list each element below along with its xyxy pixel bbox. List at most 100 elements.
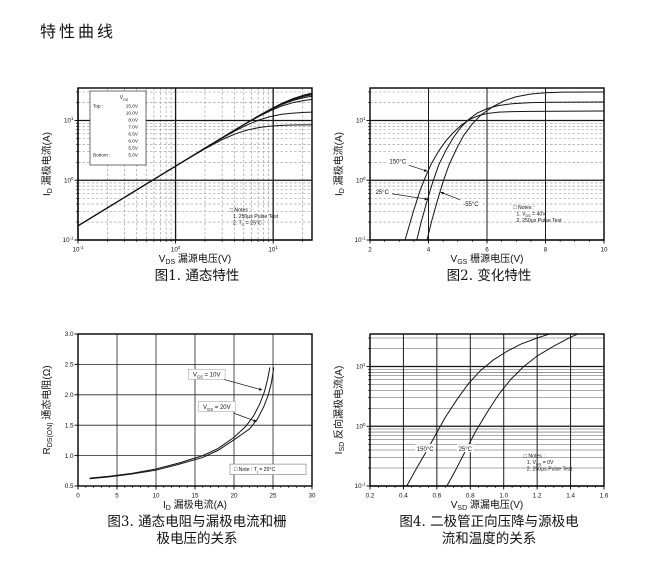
svg-text:□ Notes :: □ Notes : (230, 207, 251, 213)
svg-text:4: 4 (427, 247, 431, 254)
svg-text:101: 101 (356, 362, 366, 371)
svg-text:0: 0 (76, 493, 80, 500)
notes-text: □ Note : Tj = 25°C (229, 463, 307, 475)
svg-text:5: 5 (115, 493, 119, 500)
figure1-caption: 图1. 通态特性 (154, 268, 240, 284)
plot-frame (77, 87, 313, 241)
curve-label: VGS = 20V (198, 401, 257, 422)
curve-label: 150°C (387, 157, 428, 172)
axes: 2 4 6 8 10 10-1 100 101 (355, 91, 608, 254)
curve-VGS=5.0V (78, 124, 312, 227)
svg-text:VGS = 20V: VGS = 20V (203, 405, 231, 412)
svg-text:2. 250μs Pulse Test: 2. 250μs Pulse Test (527, 466, 573, 472)
axes: 0 5 10 15 20 25 30 0.5 1.0 1.5 2.0 2.5 3.0 (65, 331, 316, 499)
svg-text:101: 101 (268, 245, 278, 254)
svg-text:0.8: 0.8 (466, 493, 475, 500)
svg-text:-55°C: -55°C (463, 202, 479, 208)
svg-text:6: 6 (485, 247, 489, 254)
figure2-caption: 图2. 变化特性 (446, 268, 532, 284)
svg-text:8: 8 (544, 247, 548, 254)
svg-text:150°C: 150°C (417, 447, 434, 453)
y-axis-label: ID 漏极电流(A) (40, 132, 54, 196)
y-axis-label: ISD 反向漏极电流(A) (332, 366, 346, 455)
svg-text:3.0: 3.0 (65, 331, 74, 338)
svg-text:2. TC = 25°C: 2. TC = 25°C (233, 220, 262, 227)
x-axis-label: ID 漏极电流(A) (163, 498, 227, 512)
curve-25°C (416, 101, 604, 240)
curve-label: VGS = 10V (188, 368, 263, 391)
curves (89, 367, 275, 480)
svg-text:8.0V: 8.0V (128, 118, 139, 123)
svg-text:1. VGS = 0V: 1. VGS = 0V (527, 460, 554, 467)
svg-text:15: 15 (191, 493, 199, 500)
figure2-chart: 2 4 6 8 10 10-1 100 101 VGS 栅源电压(V) ID 漏极电流(A) 150… (332, 87, 608, 266)
svg-text:1. 250μs Pulse Test: 1. 250μs Pulse Test (233, 214, 279, 220)
curve-label: 25°C (456, 444, 474, 453)
svg-text:100: 100 (356, 176, 366, 185)
svg-text:10-1: 10-1 (63, 236, 74, 245)
svg-text:1.5: 1.5 (65, 422, 74, 429)
curve-25°C (446, 334, 580, 486)
svg-text:□ Notes :: □ Notes : (524, 453, 545, 459)
svg-text:10.0V: 10.0V (126, 111, 139, 116)
svg-text:15.0V: 15.0V (126, 104, 139, 109)
plot-frame (369, 333, 605, 487)
svg-text:2. 250μs Pulse Test: 2. 250μs Pulse Test (516, 218, 562, 224)
svg-text:20: 20 (230, 493, 238, 500)
svg-text:150°C: 150°C (389, 160, 406, 166)
svg-text:□ Notes :: □ Notes : (513, 205, 534, 211)
curve-label: 25°C (373, 187, 428, 201)
svg-text:101: 101 (356, 116, 366, 125)
svg-text:25°C: 25°C (459, 447, 473, 453)
svg-text:5.0V: 5.0V (128, 153, 139, 158)
svg-text:2: 2 (368, 247, 372, 254)
figure4-panel: 0.2 0.4 0.6 0.8 1.0 1.2 1.4 1.6 10-1 100 101 VSD 源漏… (330, 328, 622, 548)
svg-text:1.0: 1.0 (499, 493, 508, 500)
svg-text:100: 100 (171, 245, 181, 254)
svg-text:0.5: 0.5 (65, 483, 74, 490)
curve--55°C (426, 91, 604, 240)
grid (369, 334, 605, 487)
svg-text:2.0: 2.0 (65, 392, 74, 399)
figure1-panel: 10-1 100 101 10-1 100 101 VDS 漏源电压(V) ID 漏极电流(A… (38, 82, 330, 285)
figure1-chart: 10-1 100 101 10-1 100 101 VDS 漏源电压(V) ID 漏极电流(A… (40, 87, 313, 266)
curve-label: -55°C (440, 191, 481, 208)
figure3-caption: 图3. 通态电阻与漏极电流和栅 极电压的关系 (107, 514, 287, 547)
svg-text:10-1: 10-1 (355, 482, 366, 491)
svg-text:10: 10 (152, 493, 160, 500)
svg-text:10-1: 10-1 (73, 245, 84, 254)
svg-text:1.4: 1.4 (566, 493, 575, 500)
svg-text:1. VDS = 40V: 1. VDS = 40V (516, 211, 546, 218)
svg-text:1.0: 1.0 (65, 453, 74, 460)
curves (406, 334, 580, 486)
figure3-chart: 0 5 10 15 20 25 30 0.5 1.0 1.5 2.0 2.5 3.0 ID 漏极电流(A)… (40, 331, 316, 512)
page-title: 特性曲线 (40, 22, 117, 41)
svg-text:100: 100 (64, 176, 74, 185)
svg-text:101: 101 (64, 116, 74, 125)
svg-text:□ Note : Tj = 25°C: □ Note : Tj = 25°C (234, 467, 276, 474)
svg-text:VGS = 10V: VGS = 10V (193, 373, 221, 380)
x-axis-label: VSD 源漏电压(V) (451, 498, 524, 512)
svg-text:Top :: Top : (93, 104, 103, 109)
svg-text:Bottom :: Bottom : (93, 153, 110, 158)
svg-text:30: 30 (308, 493, 316, 500)
svg-text:0.6: 0.6 (432, 493, 441, 500)
x-axis-label: VGS 栅源电压(V) (451, 252, 524, 266)
figure2-panel: 2 4 6 8 10 10-1 100 101 VGS 栅源电压(V) ID 漏极电流(A) 150… (330, 82, 622, 285)
svg-text:VGS: VGS (120, 95, 129, 102)
svg-text:0.2: 0.2 (366, 493, 375, 500)
curve-VGS=20V (89, 367, 275, 480)
figure4-caption: 图4. 二极管正向压降与源极电 流和温度的关系 (399, 514, 579, 547)
svg-text:100: 100 (356, 422, 366, 431)
notes-text: □ Notes :1. VGS = 0V2. 250μs Pulse Test (524, 453, 573, 472)
axes: 10-1 100 101 10-1 100 101 (63, 91, 303, 254)
svg-text:0.4: 0.4 (399, 493, 408, 500)
svg-text:5.5V: 5.5V (128, 146, 139, 151)
svg-text:6.5V: 6.5V (128, 132, 139, 137)
y-axis-label: RDS(ON) 通态电阻(Ω) (40, 365, 54, 454)
curve-VGS=10V (89, 367, 271, 479)
svg-text:25°C: 25°C (376, 190, 390, 196)
